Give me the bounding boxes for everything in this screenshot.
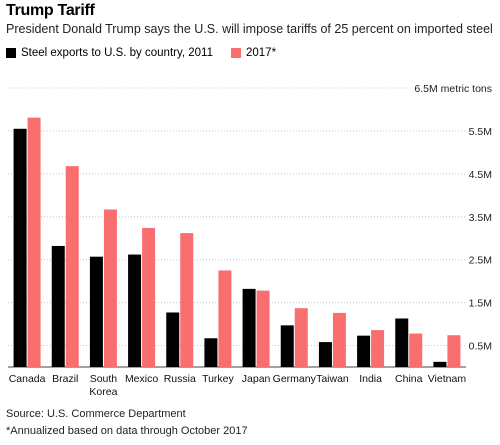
chart-subtitle: President Donald Trump says the U.S. wil… <box>6 22 493 36</box>
legend-label-2017: 2017* <box>245 47 277 59</box>
bar-2011-mexico <box>128 254 142 367</box>
y-tick-label: 6.5M metric tons <box>414 83 492 95</box>
bar-2011-germany <box>280 325 294 367</box>
x-category-label: Turkey <box>202 373 234 385</box>
x-category-label: China <box>395 373 423 385</box>
y-tick-label: 5.5M <box>469 126 492 138</box>
legend-item-2011: Steel exports to U.S. by country, 2011 <box>6 47 213 59</box>
bar-2017-india <box>371 330 385 367</box>
x-category-label: Japan <box>242 373 271 385</box>
bar-2017-canada <box>27 117 41 367</box>
x-category-label: Russia <box>164 373 196 385</box>
bar-2011-vietnam <box>433 361 447 367</box>
legend-swatch-2011 <box>6 48 16 58</box>
x-category-label: Mexico <box>125 373 158 385</box>
bar-2017-china <box>409 333 423 367</box>
bar-2011-china <box>395 318 409 367</box>
legend-label-2011: Steel exports to U.S. by country, 2011 <box>21 47 213 59</box>
bar-2011-japan <box>242 288 256 367</box>
annualized-note: *Annualized based on data through Octobe… <box>6 425 248 437</box>
x-category-label: Germany <box>273 373 317 385</box>
bar-2017-japan <box>256 290 270 367</box>
bar-2011-canada <box>13 128 27 367</box>
bar-2017-germany <box>294 308 308 367</box>
bar-2011-india <box>357 335 371 367</box>
x-category-label: Taiwan <box>316 373 349 385</box>
bar-2017-russia <box>180 233 194 367</box>
bar-2017-taiwan <box>332 312 346 367</box>
bar-2017-mexico <box>142 227 156 367</box>
y-tick-label: 0.5M <box>469 341 492 353</box>
x-category-label: Brazil <box>52 373 78 385</box>
bar-2011-turkey <box>204 338 218 367</box>
bar-2011-russia <box>166 312 180 367</box>
x-category-label: Vietnam <box>428 373 467 385</box>
legend-swatch-2017 <box>230 48 241 58</box>
x-category-label: South Korea <box>89 373 117 398</box>
source-note: Source: U.S. Commerce Department <box>6 408 186 420</box>
bar-2011-south-korea <box>89 256 103 367</box>
y-tick-label: 2.5M <box>469 255 492 267</box>
bar-2011-taiwan <box>318 342 332 367</box>
bar-2017-vietnam <box>447 335 461 367</box>
bar-2017-brazil <box>65 166 79 367</box>
bar-2017-south-korea <box>103 209 117 367</box>
bar-chart: 0.5M 1.5M 2.5M 3.5M 4.5M 5.5M 6.5M metric tons… <box>8 83 492 398</box>
chart-legend: Steel exports to U.S. by country, 2011 2… <box>6 47 294 59</box>
legend-item-2017: 2017* <box>230 47 277 59</box>
bar-2017-turkey <box>218 270 232 367</box>
x-category-label: Canada <box>9 373 46 385</box>
y-tick-label: 4.5M <box>469 169 492 181</box>
x-category-label: India <box>359 373 382 385</box>
chart-title: Trump Tariff <box>6 2 95 19</box>
bar-2011-brazil <box>51 245 65 367</box>
y-tick-label: 3.5M <box>469 212 492 224</box>
y-tick-label: 1.5M <box>469 298 492 310</box>
